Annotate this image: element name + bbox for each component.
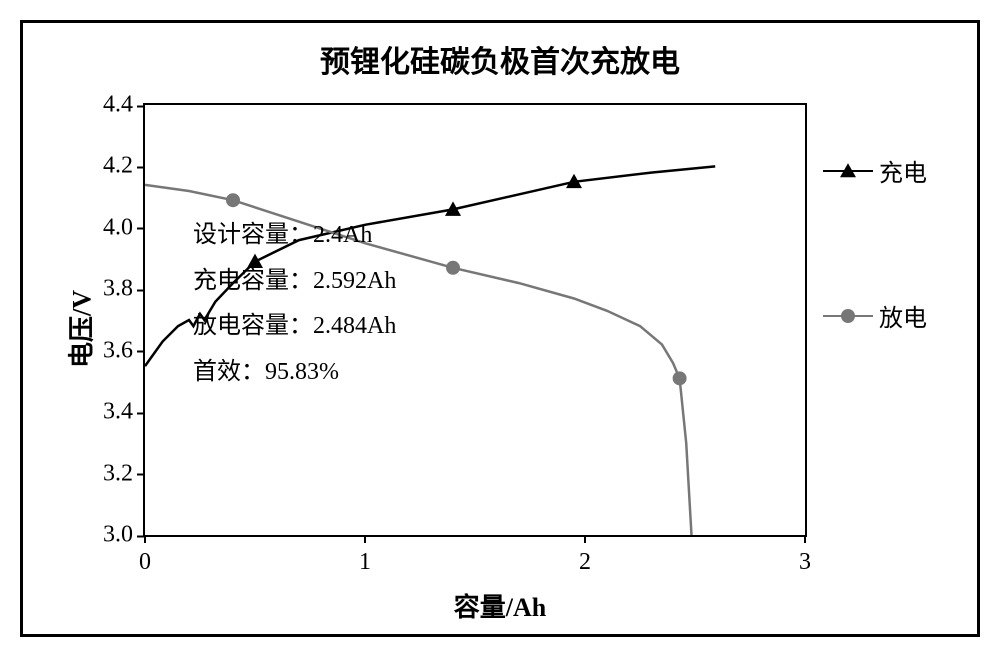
info-label: 首效： (193, 359, 265, 385)
y-tick: 4.0 (103, 214, 145, 241)
chart-title: 预锂化硅碳负极首次充放电 (23, 23, 977, 81)
circle-marker-icon (226, 193, 240, 207)
circle-marker-icon (446, 261, 460, 275)
y-tick: 4.2 (103, 153, 145, 180)
legend-label: 充电 (879, 153, 927, 188)
info-line: 设计容量：2.4Ah (193, 213, 396, 259)
info-label: 设计容量： (193, 222, 313, 248)
info-line: 首效：95.83% (193, 350, 396, 396)
legend-item: 放电 (823, 298, 927, 333)
chart-container: 预锂化硅碳负极首次充放电 3.03.23.43.63.84.04.24.4012… (20, 20, 980, 637)
x-axis-label: 容量/Ah (454, 587, 546, 624)
legend-item: 充电 (823, 153, 927, 188)
y-tick: 4.4 (103, 92, 145, 119)
circle-marker-icon (841, 309, 855, 323)
legend-line-icon (823, 170, 873, 172)
info-line: 充电容量：2.592Ah (193, 259, 396, 305)
triangle-marker-icon (840, 163, 856, 177)
legend-line-icon (823, 315, 873, 317)
y-tick: 3.8 (103, 276, 145, 303)
y-tick: 3.6 (103, 337, 145, 364)
info-label: 放电容量： (193, 313, 313, 339)
info-line: 放电容量：2.484Ah (193, 304, 396, 350)
info-value: 2.484Ah (313, 313, 396, 339)
legend-label: 放电 (879, 298, 927, 333)
x-tick: 2 (579, 535, 591, 576)
x-tick: 3 (799, 535, 811, 576)
info-box: 设计容量：2.4Ah充电容量：2.592Ah放电容量：2.484Ah首效：95.… (193, 213, 396, 395)
x-tick: 1 (359, 535, 371, 576)
circle-marker-icon (673, 371, 687, 385)
info-label: 充电容量： (193, 268, 313, 294)
legend: 充电放电 (823, 153, 927, 443)
x-tick: 0 (139, 535, 151, 576)
info-value: 2.592Ah (313, 268, 396, 294)
y-tick: 3.2 (103, 460, 145, 487)
y-tick: 3.4 (103, 399, 145, 426)
y-axis-label: 电压/V (62, 289, 99, 367)
info-value: 95.83% (265, 359, 339, 385)
info-value: 2.4Ah (313, 222, 372, 248)
